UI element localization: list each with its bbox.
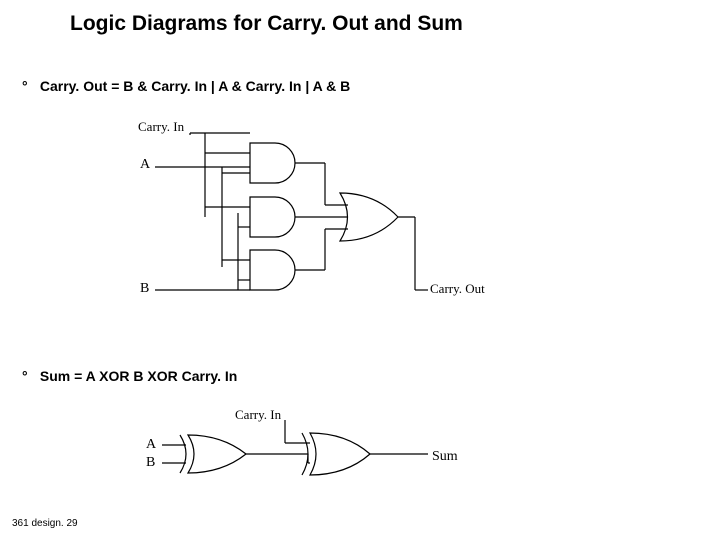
equation-carryout-text: Carry. Out = B & Carry. In | A & Carry. … [40,78,350,94]
slide-footer: 361 design. 29 [12,518,78,529]
carryout-diagram [150,115,440,315]
bullet-icon: ° [22,368,36,384]
sum-diagram [150,405,440,485]
bullet-icon: ° [22,78,36,94]
page-title: Logic Diagrams for Carry. Out and Sum [70,12,463,36]
d1-a-label: A [140,157,150,173]
equation-carryout: ° Carry. Out = B & Carry. In | A & Carry… [22,78,350,94]
equation-sum-text: Sum = A XOR B XOR Carry. In [40,368,237,384]
d1-b-label: B [140,281,149,297]
equation-sum: ° Sum = A XOR B XOR Carry. In [22,368,237,384]
